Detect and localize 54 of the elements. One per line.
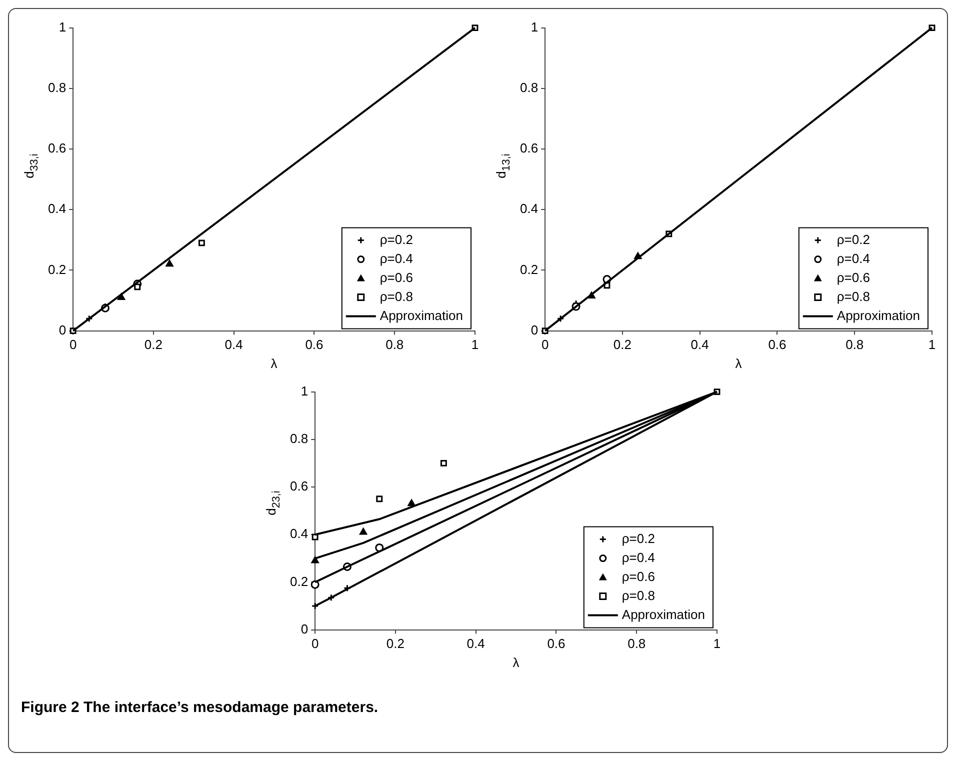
legend-label: Approximation: [836, 308, 920, 323]
x-tick-label: 0: [311, 636, 319, 652]
y-tick-label: 0.6: [520, 140, 538, 156]
y-tick-label: 0.2: [48, 262, 66, 277]
x-tick-label: 1: [471, 337, 479, 352]
x-tick-label: 0.8: [386, 337, 404, 352]
y-tick-label: 0: [300, 621, 308, 636]
legend-label: ρ=0.4: [836, 250, 870, 266]
legend-label: ρ=0.6: [380, 270, 413, 285]
y-tick-label: 0.4: [290, 526, 308, 542]
x-tick-label: 0.4: [466, 636, 485, 652]
y-tick-label: 0.6: [290, 478, 308, 494]
x-tick-label: 0.6: [768, 337, 786, 352]
legend-label: ρ=0.8: [380, 288, 413, 304]
y-tick-label: 0.2: [520, 262, 538, 277]
y-tick-label: 1: [58, 19, 66, 34]
x-tick-label: 0.4: [690, 337, 709, 352]
x-axis-title: λ: [512, 654, 520, 670]
caption: Figure 2 The interface’s mesodamage parameters.: [21, 699, 378, 716]
x-tick-label: 0.8: [628, 636, 646, 652]
legend-label: Approximation: [380, 308, 464, 323]
legend-label: ρ=0.4: [622, 550, 655, 565]
x-tick-label: 0: [541, 337, 549, 352]
y-tick-label: 0.6: [48, 140, 66, 156]
legend-label: ρ=0.2: [622, 530, 655, 546]
legend-label: ρ=0.4: [380, 250, 413, 266]
legend-label: Approximation: [622, 606, 706, 622]
x-tick-label: 0.8: [846, 337, 864, 352]
x-tick-label: 1: [928, 337, 936, 352]
legend-label: ρ=0.6: [836, 270, 870, 285]
x-tick-label: 1: [713, 636, 721, 652]
y-tick-label: 1: [530, 19, 538, 34]
x-axis-title: λ: [270, 356, 278, 371]
legend-label: ρ=0.8: [836, 288, 870, 304]
y-tick-label: 0: [530, 322, 538, 338]
x-tick-label: 0.2: [613, 337, 632, 352]
y-tick-label: 0.8: [290, 430, 308, 446]
y-tick-label: 0.8: [520, 80, 538, 95]
x-tick-label: 0.2: [144, 337, 162, 352]
x-tick-label: 0: [69, 337, 77, 352]
legend-label: ρ=0.8: [622, 588, 655, 603]
y-tick-label: 0.4: [520, 201, 538, 216]
y-tick-label: 0.2: [290, 574, 308, 589]
legend-label: ρ=0.2: [836, 232, 870, 247]
x-tick-label: 0.2: [386, 636, 404, 652]
legend-label: ρ=0.6: [622, 568, 655, 584]
legend-label: ρ=0.2: [380, 232, 413, 247]
y-tick-label: 1: [300, 383, 308, 398]
x-axis-title: λ: [735, 356, 742, 371]
y-tick-label: 0.8: [48, 80, 66, 95]
y-tick-label: 0: [58, 322, 66, 338]
x-tick-label: 0.6: [547, 636, 566, 652]
x-tick-label: 0.4: [224, 337, 243, 352]
y-tick-label: 0.4: [48, 201, 66, 216]
